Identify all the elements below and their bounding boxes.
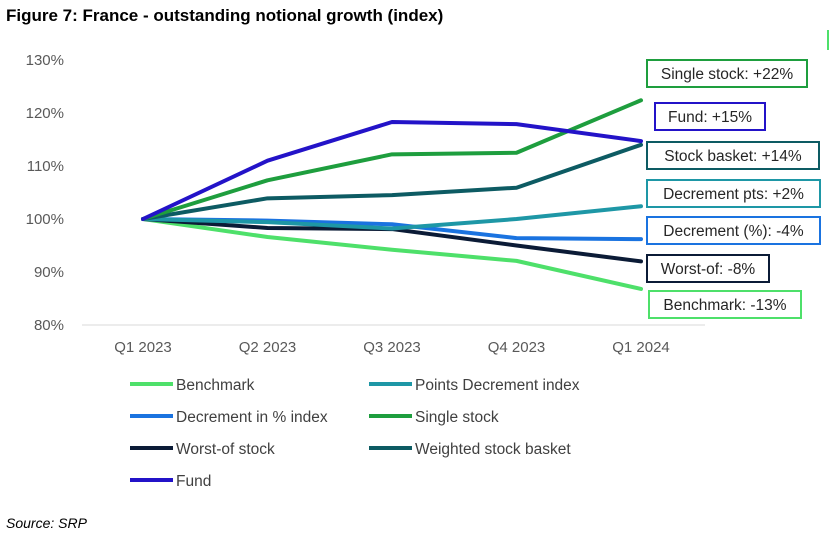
chart-series-lines (141, 98, 643, 291)
series-line-single-stock (141, 98, 643, 221)
y-tick-label: 130% (26, 52, 64, 69)
callout-label: Stock basket: +14% (664, 148, 802, 165)
legend-label: Single stock (415, 409, 499, 426)
y-tick-label: 90% (34, 264, 64, 281)
legend-label: Decrement in % index (176, 409, 328, 426)
callout-box (646, 216, 821, 245)
series-line-weighted-stock-basket (141, 142, 643, 221)
x-tick-label: Q4 2023 (488, 339, 546, 356)
legend-label: Fund (176, 473, 211, 490)
chart-callouts: Benchmark: -13% Decrement pts: +2% Decreme… (646, 30, 829, 319)
callout-box (646, 59, 808, 88)
chart-title: Figure 7: France - outstanding notional … (6, 6, 444, 25)
callout-box (646, 179, 821, 208)
series-line-fund (141, 120, 643, 221)
callout-label: Worst-of: -8% (661, 261, 756, 278)
legend-label: Worst-of stock (176, 441, 275, 458)
callout-box (654, 102, 766, 131)
series-line-points-decrement-index (141, 204, 643, 231)
y-tick-label: 120% (26, 105, 64, 122)
chart-axes: 80% 90% 100% 110% 120% 130% Q1 2023 Q2 2023 Q3 2… (26, 52, 705, 356)
callout-label: Benchmark: -13% (663, 297, 786, 314)
legend-label: Points Decrement index (415, 377, 580, 394)
y-tick-label: 80% (34, 317, 64, 334)
chart-source: Source: SRP (6, 515, 87, 531)
x-tick-label: Q2 2023 (239, 339, 297, 356)
callout-label: Decrement (%): -4% (663, 223, 804, 240)
chart-legend: Benchmark Points Decrement index Decrement… (130, 377, 580, 490)
callout-box (648, 290, 802, 319)
callout-box (646, 254, 770, 283)
callout-label: Fund: +15% (668, 109, 752, 126)
callout-label: Decrement pts: +2% (663, 186, 804, 203)
series-line-benchmark (141, 217, 643, 291)
callout-label: Single stock: +22% (661, 66, 793, 83)
x-tick-label: Q1 2023 (114, 339, 172, 356)
y-tick-label: 100% (26, 211, 64, 228)
legend-label: Benchmark (176, 377, 255, 394)
legend-label: Weighted stock basket (415, 441, 571, 458)
callout-box (646, 141, 820, 170)
y-tick-label: 110% (27, 158, 64, 175)
x-tick-label: Q1 2024 (612, 339, 670, 356)
x-tick-label: Q3 2023 (363, 339, 421, 356)
